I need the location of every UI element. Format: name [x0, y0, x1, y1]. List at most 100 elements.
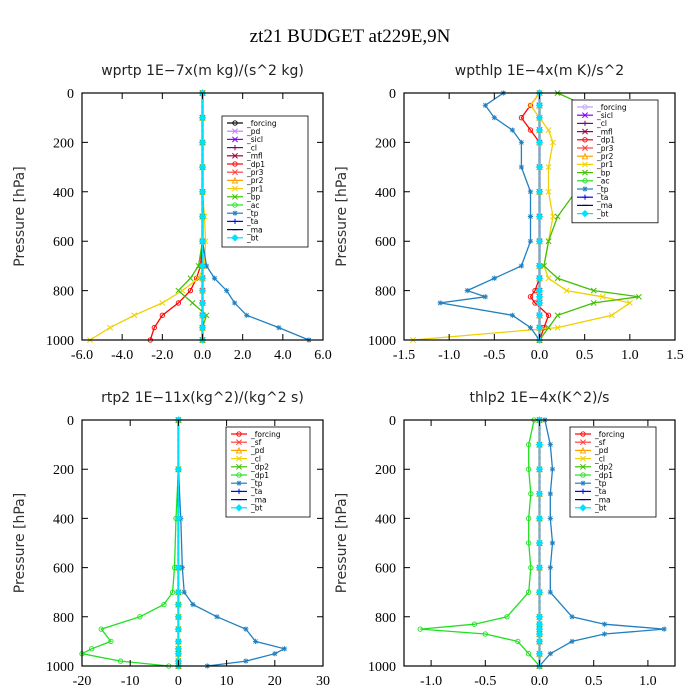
legend-entry: _ta	[246, 217, 258, 226]
data-point	[554, 275, 561, 282]
x-tick-label: 0.0	[531, 674, 549, 689]
legend-entry: _pr3	[246, 168, 264, 177]
data-point	[535, 311, 544, 320]
data-point	[545, 312, 552, 318]
data-point	[608, 312, 615, 319]
y-tick-label: 200	[375, 136, 396, 151]
data-point	[243, 658, 249, 664]
data-point	[252, 638, 259, 644]
data-point	[545, 127, 552, 134]
x-tick-label: -1.0	[438, 348, 460, 363]
data-point	[547, 651, 553, 657]
legend-box	[221, 115, 309, 248]
legend-marker	[231, 176, 239, 184]
data-point	[527, 325, 534, 331]
data-point	[535, 649, 544, 658]
data-point	[545, 324, 552, 331]
legend-marker	[236, 463, 242, 470]
data-point	[549, 540, 556, 546]
data-point	[535, 101, 544, 110]
x-tick-label: -2.0	[151, 348, 173, 363]
series-line	[80, 420, 180, 667]
legend-entry: _pr1	[246, 184, 264, 193]
data-point	[161, 601, 167, 608]
series-dp1	[518, 90, 552, 343]
legend-marker	[232, 152, 238, 159]
data-point	[281, 646, 288, 652]
legend-entry: _cl	[250, 454, 261, 463]
data-point	[471, 621, 478, 627]
legend-marker	[232, 185, 238, 192]
legend-entry: _cl	[596, 119, 607, 128]
legend-marker	[232, 120, 238, 126]
y-tick-label: 800	[375, 285, 396, 300]
panel-title: wpthlp 1E−4x(m K)/s^2	[455, 63, 624, 79]
x-tick-label: 0.0	[194, 348, 212, 363]
data-point	[224, 288, 230, 294]
data-point	[117, 658, 124, 664]
data-point	[437, 300, 443, 306]
legend-marker	[580, 488, 586, 494]
series-dp1	[417, 417, 543, 669]
legend-entry: _cl	[246, 143, 257, 152]
legend-marker	[581, 209, 589, 218]
legend-entry: _tp	[596, 185, 609, 194]
data-point	[174, 613, 183, 621]
panel-title: wprtp 1E−7x(m kg)/(s^2 kg)	[101, 63, 304, 79]
data-point	[526, 466, 532, 472]
data-point	[518, 115, 525, 121]
series-bt	[198, 89, 207, 344]
data-point	[243, 626, 249, 632]
data-point	[535, 490, 544, 498]
data-point	[526, 540, 532, 546]
legend: _forcing_sf_pd_cl_dp2_dp1_tp_ta_ma_bt	[225, 426, 311, 518]
legend-marker	[580, 431, 586, 437]
data-point	[569, 638, 575, 644]
data-point	[174, 600, 183, 609]
y-tick-label: 200	[53, 463, 74, 478]
panel-1: wprtp 1E−7x(m kg)/(s^2 kg) Pressure [hPa]…	[12, 63, 332, 363]
y-tick-label: 800	[53, 285, 74, 300]
y-tick-label: 400	[375, 186, 396, 201]
series-dp1	[147, 90, 206, 343]
data-point	[541, 262, 547, 269]
legend-entry: _ma	[250, 495, 267, 504]
x-tick-label: 1.0	[621, 348, 639, 363]
data-point	[601, 631, 608, 637]
series-dp1	[79, 417, 182, 669]
data-point	[232, 300, 238, 306]
data-point	[550, 139, 557, 146]
legend-entry: _pr3	[596, 144, 614, 153]
legend-entry: _ma	[594, 495, 611, 504]
legend-marker	[236, 472, 242, 478]
plot-frame	[81, 419, 324, 667]
legend: _forcing_sf_pd_cl_dp2_dp1_tp_ta_ma_bt	[569, 426, 657, 518]
data-point	[535, 237, 544, 245]
series-line	[520, 92, 550, 341]
y-tick-label: 1000	[368, 334, 396, 349]
legend-entry: _pr1	[596, 160, 614, 169]
legend-marker	[236, 480, 242, 486]
legend-marker	[582, 178, 588, 184]
data-point	[526, 515, 532, 522]
x-tick-label: 30	[316, 674, 330, 689]
data-point	[195, 262, 202, 269]
legend-marker	[582, 137, 588, 143]
y-tick-label: 1000	[46, 334, 74, 349]
legend-box	[571, 99, 659, 224]
legend-marker	[232, 145, 238, 151]
x-tick-label: -4.0	[111, 348, 133, 363]
data-point	[535, 539, 544, 547]
data-point	[518, 263, 525, 269]
legend-entry: _pd	[594, 446, 609, 455]
data-point	[547, 491, 553, 497]
legend-marker	[236, 455, 242, 462]
data-point	[179, 565, 185, 571]
legend-marker	[232, 136, 238, 143]
legend-entry: _dp1	[594, 471, 613, 480]
data-point	[535, 588, 544, 596]
series-line	[89, 93, 207, 341]
x-tick-label: -0.5	[483, 348, 505, 363]
legend-marker	[231, 234, 239, 242]
data-point	[198, 323, 207, 332]
